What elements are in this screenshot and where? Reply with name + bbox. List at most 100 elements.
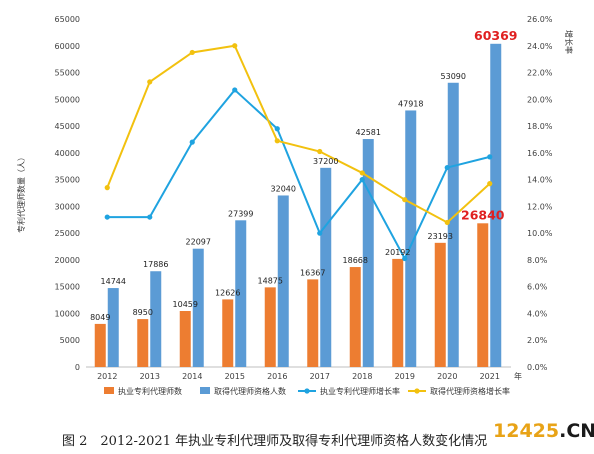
- bar-value-label: 32040: [271, 184, 296, 193]
- legend-swatch-marker: [414, 388, 420, 394]
- bar: [307, 279, 319, 367]
- bar-value-label: 37200: [313, 157, 338, 166]
- x-tick-label: 2019: [395, 372, 415, 381]
- y-left-tick-label: 60000: [55, 42, 80, 51]
- legend-label: 取得代理师资格人数: [214, 386, 286, 396]
- y-right-tick-label: 8.0%: [527, 256, 548, 265]
- y-left-tick-label: 5000: [60, 336, 80, 345]
- y-left-tick-label: 65000: [55, 15, 80, 24]
- line-point: [317, 148, 323, 155]
- line-point: [189, 139, 195, 145]
- bar: [405, 110, 417, 367]
- y-right-tick-label: 16.0%: [527, 149, 553, 158]
- y-left-tick-label: 45000: [55, 122, 80, 131]
- legend-swatch: [104, 387, 114, 394]
- figure-caption: 图 2 2012-2021 年执业专利代理师及取得专利代理师资格人数变化情况: [62, 434, 488, 449]
- x-tick-label: 2018: [352, 372, 372, 381]
- y-left-tick-label: 25000: [55, 229, 80, 238]
- bar: [434, 242, 446, 367]
- y-right-tick-label: 24.0%: [527, 42, 553, 51]
- bar-value-label: 12626: [215, 288, 240, 297]
- bar-value-label: 47918: [398, 99, 423, 108]
- line-point: [359, 170, 365, 176]
- line-point: [147, 214, 153, 220]
- y-right-tick-label: 26.0%: [527, 15, 553, 24]
- data-labels: 8049 8950 10459 12626 14875 16367 18668 20192 23…: [90, 28, 517, 322]
- x-tick-label: 2017: [310, 372, 330, 381]
- y-right-tick-label: 22.0%: [527, 69, 553, 78]
- legend: 执业专利代理师数 取得代理师资格人数 执业专利代理师增长率 取得代理师资格增长率: [104, 386, 510, 396]
- line-point: [274, 126, 280, 132]
- legend-swatch: [200, 387, 210, 394]
- line-point: [487, 181, 493, 187]
- bar-value-label-highlight: 60369: [474, 28, 518, 43]
- x-tick-label: 2013: [140, 372, 160, 381]
- line-point: [232, 43, 238, 49]
- bar-value-label: 53090: [441, 72, 466, 81]
- chart: 0 5000 10000 15000 20000 25000 30000 35000 40000…: [16, 15, 574, 396]
- bar: [192, 248, 204, 367]
- x-tick-label: 2015: [225, 372, 245, 381]
- line-point: [147, 79, 153, 85]
- y-left-tick-label: 30000: [55, 202, 80, 211]
- line-point: [444, 164, 450, 171]
- line-point: [317, 230, 323, 236]
- line-point: [232, 87, 238, 93]
- y-right-tick-label: 20.0%: [527, 95, 553, 104]
- x-tick-label: 2014: [182, 372, 202, 381]
- line-point: [104, 185, 110, 191]
- bar: [179, 311, 191, 367]
- y-left-tick-label: 40000: [55, 149, 80, 158]
- series-line: [107, 88, 490, 261]
- legend-label: 执业专利代理师数: [118, 386, 182, 396]
- legend-label: 执业专利代理师增长率: [320, 386, 400, 396]
- y-left-tick-label: 0: [75, 363, 80, 372]
- y-right-axis-title: 增长率: [564, 30, 574, 54]
- y-right-tick-label: 12.0%: [527, 202, 553, 211]
- y-right-tick-label: 2.0%: [527, 336, 548, 345]
- y-left-tick-label: 55000: [55, 69, 80, 78]
- y-left-tick-label: 10000: [55, 309, 80, 318]
- y-left-tick-label: 50000: [55, 95, 80, 104]
- axes: 0 5000 10000 15000 20000 25000 30000 35000 40000…: [16, 15, 574, 381]
- bar-value-label: 23193: [428, 232, 453, 241]
- y-right-tick-label: 18.0%: [527, 122, 553, 131]
- y-left-tick-label: 15000: [55, 283, 80, 292]
- line-point: [104, 214, 110, 220]
- bar-value-label: 14875: [258, 276, 283, 285]
- bar: [222, 299, 234, 367]
- line-point: [402, 197, 408, 203]
- bar-value-label: 22097: [186, 238, 211, 247]
- y-left-tick-label: 35000: [55, 176, 80, 185]
- bar: [320, 167, 332, 367]
- watermark-number: 12425: [493, 420, 560, 442]
- bar-value-label: 16367: [300, 268, 325, 277]
- x-tick-label: 2021: [480, 372, 500, 381]
- bar: [137, 319, 149, 367]
- line-point: [402, 255, 408, 262]
- bar-value-label: 20192: [385, 248, 410, 257]
- line-point: [189, 49, 195, 56]
- x-tick-label: 2016: [267, 372, 287, 381]
- legend-label: 取得代理师资格增长率: [430, 386, 510, 396]
- y-left-tick-label: 20000: [55, 256, 80, 265]
- watermark-domain: .CN: [559, 420, 594, 442]
- bar: [490, 43, 502, 367]
- bar: [392, 258, 404, 367]
- bar-value-label: 17886: [143, 260, 168, 269]
- bar: [362, 139, 374, 367]
- bar-value-label: 42581: [356, 128, 381, 137]
- y-right-tick-label: 0.0%: [527, 363, 548, 372]
- bar-value-label: 8950: [133, 308, 153, 317]
- line-point: [444, 219, 450, 226]
- y-right-tick-label: 14.0%: [527, 176, 553, 185]
- y-right-tick-label: 6.0%: [527, 283, 548, 292]
- bars: [94, 43, 502, 367]
- bar-value-label: 27399: [228, 209, 253, 218]
- watermark: 12425.CN: [493, 420, 594, 442]
- y-left-axis-title: 专利代理师数量（人）: [16, 153, 26, 233]
- bar: [235, 220, 247, 367]
- bar: [477, 223, 489, 367]
- bar: [107, 288, 119, 367]
- line-point: [487, 154, 493, 160]
